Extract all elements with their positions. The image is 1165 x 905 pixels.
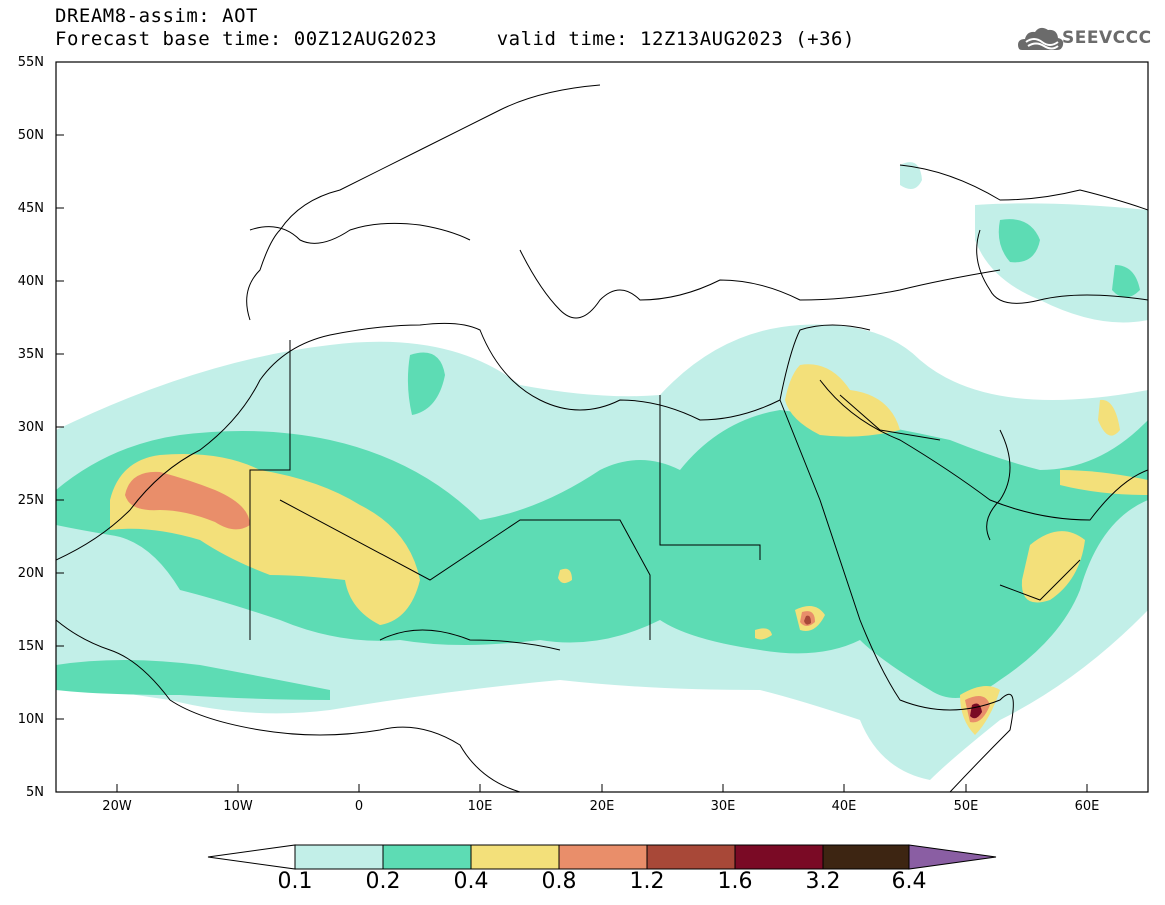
coastlines — [56, 84, 1148, 792]
lat-label: 25N — [17, 493, 44, 508]
aot-class-0.2 — [56, 660, 330, 700]
aot-class-0.2 — [407, 352, 445, 415]
aot-class-0.4 — [558, 568, 572, 584]
lat-label: 55N — [17, 55, 44, 70]
cloud-logo-icon — [1018, 27, 1064, 50]
aot-class-0.2 — [1112, 265, 1140, 298]
aot-class-1.6 — [970, 703, 982, 719]
aot-class-0.8 — [125, 471, 250, 530]
lon-label: 30E — [710, 799, 736, 814]
colorbar-swatch — [734, 844, 824, 870]
aot-class-0.2 — [998, 219, 1040, 263]
colorbar-label: 1.2 — [629, 869, 665, 894]
map-title: DREAM8-assim: AOT — [55, 5, 258, 27]
lat-label: 50N — [17, 128, 44, 143]
colorbar-swatch — [822, 844, 910, 870]
colorbar-high-arrow — [908, 844, 997, 870]
colorbar-swatch — [382, 844, 472, 870]
forecast-time-line: Forecast base time: 00Z12AUG2023 valid t… — [55, 28, 855, 50]
colorbar-label: 3.2 — [805, 869, 841, 894]
aot-class-0.4 — [785, 364, 900, 437]
colorbar-swatch — [646, 844, 736, 870]
lat-label: 45N — [17, 201, 44, 216]
colorbar — [207, 844, 997, 870]
colorbar-label: 6.4 — [891, 869, 927, 894]
lon-label: 0 — [354, 799, 364, 814]
lon-label: 50E — [953, 799, 979, 814]
colorbar-label: 0.8 — [541, 869, 577, 894]
lon-label: 10W — [223, 799, 253, 814]
logo-text: SEEVCCC — [1062, 28, 1152, 48]
lon-label: 60E — [1074, 799, 1100, 814]
lat-label: 20N — [17, 566, 44, 581]
aot-class-0.4 — [1060, 470, 1148, 495]
lon-label: 20W — [102, 799, 132, 814]
lon-label: 40E — [831, 799, 857, 814]
colorbar-low-arrow — [207, 844, 296, 870]
lat-label: 15N — [17, 639, 44, 654]
colorbar-swatch — [294, 844, 384, 870]
aot-class-1.6 — [804, 615, 811, 625]
aot-class-0.4 — [755, 628, 772, 640]
axis-ticks — [56, 61, 1088, 792]
lat-label: 35N — [17, 347, 44, 362]
colorbar-label: 0.2 — [365, 869, 401, 894]
lon-label: 20E — [589, 799, 615, 814]
aot-class-0.2 — [56, 410, 1148, 698]
aot-class-0.4 — [1098, 399, 1120, 436]
aot-class-0.1 — [900, 162, 922, 189]
colorbar-label: 0.1 — [277, 869, 313, 894]
colorbar-label: 0.4 — [453, 869, 489, 894]
colorbar-swatch — [470, 844, 560, 870]
lat-label: 10N — [17, 712, 44, 727]
aot-field — [56, 162, 1148, 780]
lon-label: 10E — [467, 799, 493, 814]
colorbar-swatch — [558, 844, 648, 870]
aot-class-0.4 — [1021, 531, 1085, 603]
colorbar-label: 1.6 — [717, 869, 753, 894]
lat-label: 5N — [26, 785, 44, 800]
lat-label: 30N — [17, 420, 44, 435]
lat-label: 40N — [17, 274, 44, 289]
